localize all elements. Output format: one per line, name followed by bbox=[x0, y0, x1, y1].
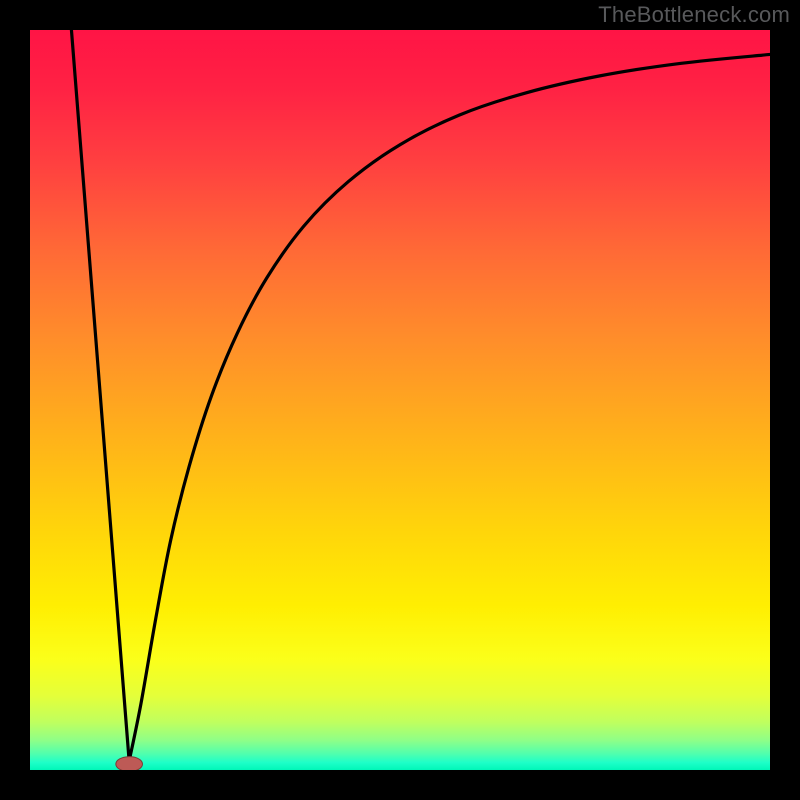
watermark-label: TheBottleneck.com bbox=[598, 2, 790, 28]
gradient-background bbox=[30, 30, 770, 770]
chart-root: TheBottleneck.com bbox=[0, 0, 800, 800]
min-marker bbox=[116, 757, 143, 770]
plot-area bbox=[30, 30, 770, 770]
